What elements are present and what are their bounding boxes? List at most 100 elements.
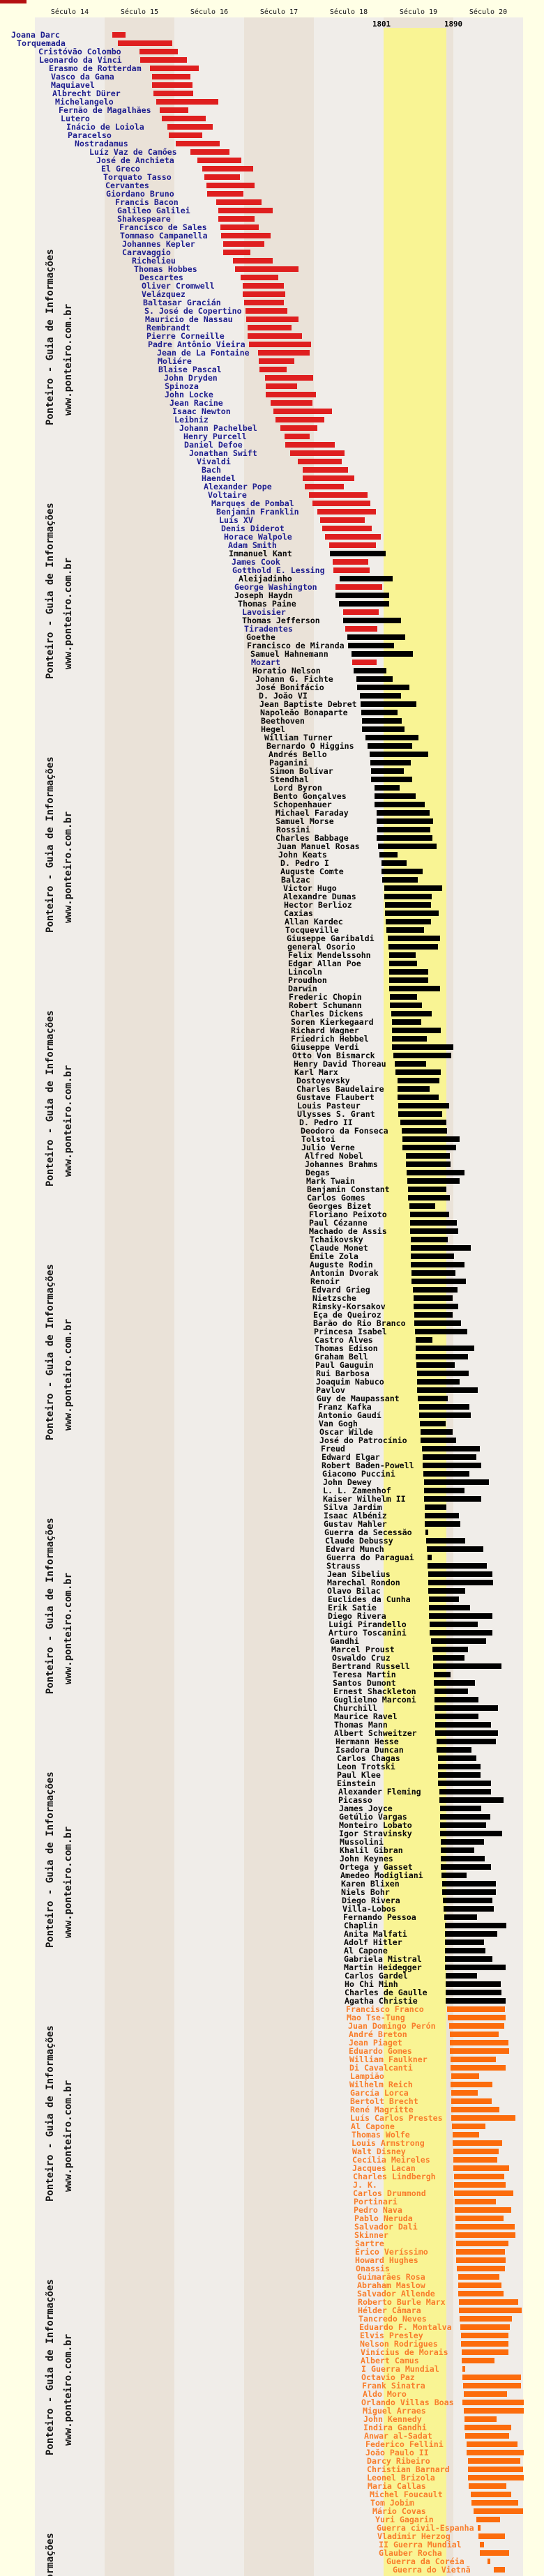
person-name-label: Nelson Rodrigues	[360, 2339, 438, 2349]
timeline-row: Bertrand Russell	[0, 1662, 544, 1670]
timeline-row: Friedrich Hebbel	[0, 1035, 544, 1043]
lifespan-bar	[371, 768, 404, 774]
person-name-label: Anita Malfati	[344, 1929, 407, 1939]
person-name-label: Edvard Grieg	[312, 1285, 370, 1295]
person-name-label: Bento Gonçalves	[273, 791, 347, 801]
lifespan-bar	[152, 82, 192, 88]
timeline-row: Leon Trotski	[0, 1762, 544, 1771]
lifespan-bar	[439, 1797, 504, 1803]
person-name-label: Leonardo da Vinci	[39, 55, 122, 65]
person-name-label: José Bonifácio	[256, 683, 324, 692]
lifespan-bar	[416, 1337, 432, 1343]
person-name-label: Baltasar Gracián	[143, 298, 221, 307]
person-name-label: Pavlov	[316, 1385, 345, 1395]
person-name-label: Villa-Lobos	[342, 1904, 396, 1914]
timeline-row-event: Guerra civil-Espanha	[0, 2524, 544, 2532]
person-name-label: Luís XV	[219, 515, 253, 525]
century-label: Século 20	[469, 8, 508, 16]
lifespan-bar	[176, 141, 220, 146]
timeline-row: Beethoven	[0, 717, 544, 725]
timeline-row: Allan Kardec	[0, 917, 544, 926]
timeline-row: Darcy Ribeiro	[0, 2457, 544, 2465]
lifespan-bar	[455, 2232, 515, 2238]
person-name-label: Leon Trotski	[337, 1762, 395, 1771]
timeline-row: general Osorio	[0, 943, 544, 951]
timeline-row: Thomas Hobbes	[0, 265, 544, 273]
timeline-row: Guglielmo Marconi	[0, 1695, 544, 1704]
timeline-row: Monteiro Lobato	[0, 1821, 544, 1829]
timeline-row: Paul Gauguin	[0, 1361, 544, 1369]
lifespan-bar	[445, 1956, 492, 1962]
lifespan-bar	[411, 1237, 448, 1242]
person-name-label: Indira Gandhi	[363, 2423, 427, 2432]
lifespan-bar	[430, 1630, 492, 1636]
person-name-label: Tancredo Neves	[358, 2314, 427, 2324]
timeline-row: John Keynes	[0, 1854, 544, 1863]
timeline-row: Hélder Câmara	[0, 2306, 544, 2315]
timeline-row: Carlos Gardel	[0, 1972, 544, 1980]
timeline-row: Louis Pasteur	[0, 1102, 544, 1110]
timeline-row: Mao Tse-Tung	[0, 2013, 544, 2022]
lifespan-bar	[462, 2349, 508, 2355]
timeline-row: Al Capone	[0, 1946, 544, 1955]
lifespan-bar	[152, 74, 190, 79]
lifespan-bar	[451, 2057, 496, 2062]
lifespan-bar	[447, 2006, 505, 2012]
timeline-row: Ulysses S. Grant	[0, 1110, 544, 1118]
lifespan-bar	[322, 526, 372, 531]
timeline-row: Francis Bacon	[0, 198, 544, 206]
lifespan-bar	[339, 601, 389, 607]
timeline-row-event: Guerra da Secessăo	[0, 1528, 544, 1537]
lifespan-bar	[424, 1488, 464, 1493]
person-name-label: Monteiro Lobato	[339, 1820, 412, 1830]
person-name-label: Ortega y Gasset	[340, 1862, 413, 1872]
person-name-label: Edvard Munch	[326, 1544, 384, 1554]
timeline-row: J. K.	[0, 2181, 544, 2189]
timeline-row: André Breton	[0, 2030, 544, 2038]
person-name-label: Gabriela Mistral	[344, 1954, 422, 1964]
timeline-row: Georges Bizet	[0, 1202, 544, 1210]
timeline-row: Karl Marx	[0, 1068, 544, 1076]
person-name-label: Benjamin Constant	[307, 1184, 390, 1194]
person-name-label: Joseph Haydn	[234, 590, 293, 600]
lifespan-bar	[462, 2375, 521, 2380]
person-name-label: Balzac	[281, 875, 310, 885]
lifespan-bar	[456, 2249, 505, 2255]
timeline-row: Schopenhauer	[0, 800, 544, 809]
timeline-row: Charles Babbage	[0, 834, 544, 842]
lifespan-bar	[320, 517, 365, 523]
lifespan-bar	[440, 1806, 481, 1811]
lifespan-bar	[402, 1128, 447, 1134]
lifespan-bar	[432, 1647, 468, 1652]
timeline-row: Torquemada	[0, 39, 544, 47]
lifespan-bar	[435, 1722, 491, 1728]
lifespan-bar	[411, 1262, 464, 1267]
lifespan-bar	[348, 643, 394, 648]
band-end-year-label: 1890	[444, 20, 463, 29]
lifespan-bar	[411, 1253, 454, 1259]
person-name-label: Salvador Allende	[357, 2289, 435, 2299]
highlight-band-1801-1890	[384, 28, 446, 2576]
timeline-row: Frank Sinatra	[0, 2381, 544, 2390]
person-name-label: Auguste Comte	[280, 867, 344, 876]
timeline-row: Jean Sibelius	[0, 1570, 544, 1578]
lifespan-bar	[398, 1095, 439, 1100]
lifespan-bar	[347, 634, 405, 640]
timeline-row: Edgar Allan Poe	[0, 959, 544, 968]
person-name-label: Daniel Defoe	[184, 440, 243, 450]
person-name-label: Carlos Drummond	[353, 2188, 426, 2198]
event-name-label: Guerra da Secessăo	[324, 1527, 412, 1537]
timeline-row: Galileo Galilei	[0, 206, 544, 215]
timeline-row: Julio Verne	[0, 1143, 544, 1152]
person-name-label: Howard Hughes	[355, 2255, 418, 2265]
person-name-label: Tolstoi	[301, 1134, 335, 1144]
lifespan-bar	[357, 685, 409, 690]
person-name-label: Caravaggio	[122, 247, 171, 257]
lifespan-bar	[446, 1981, 501, 1987]
timeline-row: Abraham Maslow	[0, 2281, 544, 2289]
timeline-row: Albert Camus	[0, 2356, 544, 2365]
person-name-label: Johann G. Fichte	[255, 674, 333, 684]
century-label: Século 14	[50, 8, 89, 16]
lifespan-bar	[467, 2441, 517, 2447]
person-name-label: Eduardo Gomes	[349, 2046, 412, 2056]
